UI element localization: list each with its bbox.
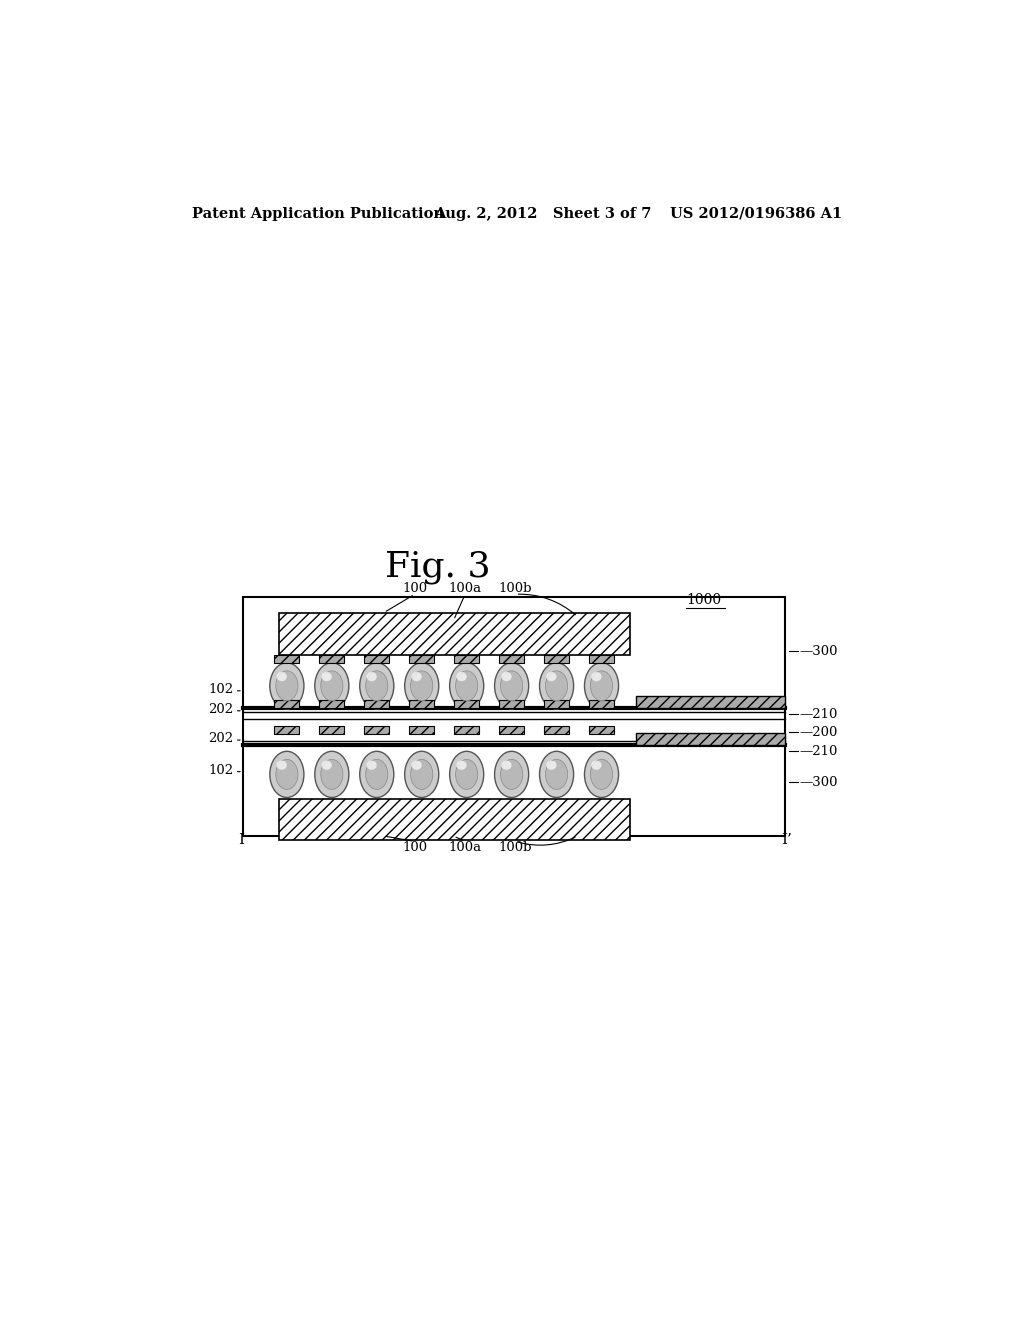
Ellipse shape (546, 759, 567, 789)
Ellipse shape (276, 760, 287, 770)
Text: 202: 202 (208, 733, 233, 746)
Ellipse shape (495, 751, 528, 797)
Text: —200: —200 (799, 726, 838, 739)
Bar (274, 655, 299, 663)
Bar (274, 701, 299, 708)
Ellipse shape (591, 672, 601, 681)
Ellipse shape (314, 751, 349, 797)
Ellipse shape (591, 759, 612, 789)
Text: 1000: 1000 (686, 593, 721, 607)
Ellipse shape (270, 751, 304, 797)
Ellipse shape (359, 751, 394, 797)
Bar (589, 726, 614, 734)
Ellipse shape (366, 759, 388, 789)
Ellipse shape (322, 760, 332, 770)
Ellipse shape (585, 663, 618, 709)
Text: 100a: 100a (449, 582, 481, 594)
Bar (500, 726, 524, 734)
Ellipse shape (547, 760, 557, 770)
Ellipse shape (502, 760, 512, 770)
Bar (544, 701, 569, 708)
Ellipse shape (540, 751, 573, 797)
Ellipse shape (456, 671, 478, 701)
Bar (365, 701, 389, 708)
Bar (544, 655, 569, 663)
Ellipse shape (314, 663, 349, 709)
Text: 102: 102 (208, 764, 233, 777)
Ellipse shape (275, 671, 298, 701)
Bar (455, 726, 479, 734)
Ellipse shape (457, 760, 467, 770)
Text: 100b: 100b (499, 582, 532, 594)
Ellipse shape (275, 759, 298, 789)
Text: 202: 202 (208, 704, 233, 717)
Ellipse shape (321, 671, 343, 701)
Bar (243, 597, 785, 836)
Ellipse shape (404, 663, 438, 709)
Ellipse shape (457, 672, 467, 681)
Text: 100: 100 (402, 582, 427, 594)
Text: —300: —300 (799, 776, 838, 788)
Ellipse shape (501, 759, 522, 789)
Bar (410, 701, 434, 708)
Bar (410, 655, 434, 663)
Ellipse shape (366, 671, 388, 701)
Text: I: I (239, 833, 244, 847)
Ellipse shape (495, 663, 528, 709)
Ellipse shape (540, 663, 573, 709)
Text: —210: —210 (799, 744, 838, 758)
Text: —300: —300 (799, 644, 838, 657)
Ellipse shape (321, 759, 343, 789)
Bar (500, 655, 524, 663)
Text: 100: 100 (402, 841, 427, 854)
Bar (280, 799, 630, 840)
Bar (365, 726, 389, 734)
Text: I’: I’ (781, 833, 793, 847)
Bar (589, 701, 614, 708)
Ellipse shape (591, 760, 601, 770)
Ellipse shape (456, 759, 478, 789)
Bar (274, 726, 299, 734)
Ellipse shape (412, 760, 422, 770)
Text: 102: 102 (208, 684, 233, 696)
Bar (500, 701, 524, 708)
Bar (455, 655, 479, 663)
Ellipse shape (270, 663, 304, 709)
Bar (319, 701, 344, 708)
Ellipse shape (546, 671, 567, 701)
Ellipse shape (411, 759, 433, 789)
Bar (636, 696, 785, 708)
Bar (319, 655, 344, 663)
Ellipse shape (502, 672, 512, 681)
Text: 100b: 100b (499, 841, 532, 854)
Ellipse shape (412, 672, 422, 681)
Ellipse shape (367, 672, 377, 681)
Ellipse shape (547, 672, 557, 681)
Ellipse shape (450, 751, 483, 797)
Ellipse shape (404, 751, 438, 797)
Ellipse shape (585, 751, 618, 797)
Bar (636, 733, 785, 744)
Ellipse shape (501, 671, 522, 701)
Ellipse shape (359, 663, 394, 709)
Ellipse shape (450, 663, 483, 709)
Text: Aug. 2, 2012   Sheet 3 of 7: Aug. 2, 2012 Sheet 3 of 7 (434, 207, 651, 220)
Text: Fig. 3: Fig. 3 (385, 549, 490, 583)
Bar (410, 726, 434, 734)
Bar (319, 726, 344, 734)
Text: 100a: 100a (449, 841, 481, 854)
Text: Patent Application Publication: Patent Application Publication (191, 207, 443, 220)
Bar (455, 701, 479, 708)
Bar (365, 655, 389, 663)
Ellipse shape (276, 672, 287, 681)
Ellipse shape (367, 760, 377, 770)
Text: —210: —210 (799, 708, 838, 721)
Ellipse shape (411, 671, 433, 701)
Ellipse shape (591, 671, 612, 701)
Ellipse shape (322, 672, 332, 681)
Text: US 2012/0196386 A1: US 2012/0196386 A1 (671, 207, 843, 220)
Bar (589, 655, 614, 663)
Bar (280, 612, 630, 655)
Bar (544, 726, 569, 734)
